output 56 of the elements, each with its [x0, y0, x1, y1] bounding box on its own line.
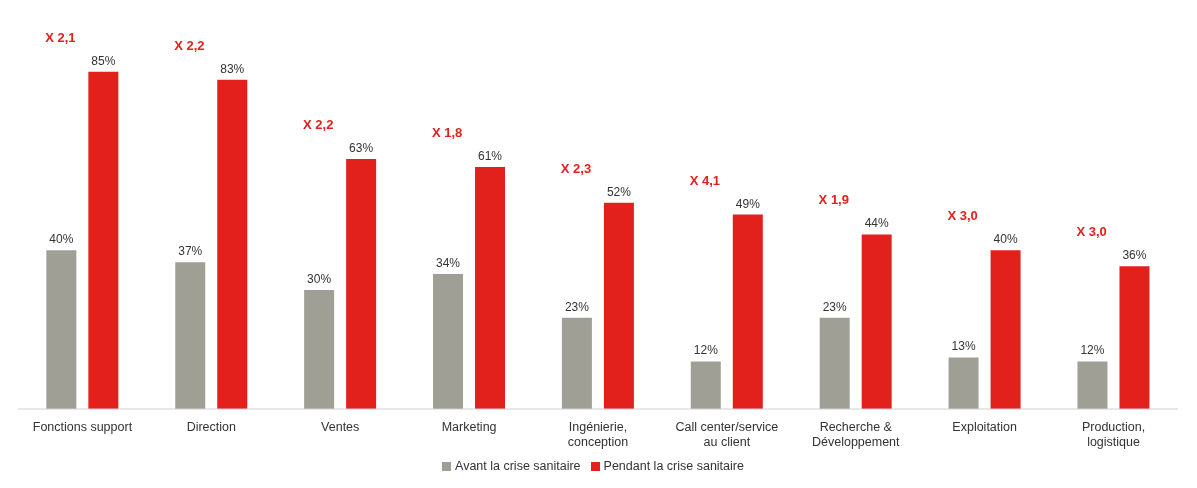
x-tick-label: Ventes [321, 420, 360, 434]
data-label: 12% [1080, 343, 1105, 358]
x-tick-label: Marketing [441, 420, 497, 434]
legend-label: Pendant la crise sanitaire [603, 459, 744, 473]
bar [948, 357, 979, 409]
bar [561, 317, 592, 409]
bar [603, 202, 634, 409]
data-label: 12% [693, 343, 719, 358]
data-label: 37% [178, 244, 203, 259]
data-label: 13% [951, 339, 976, 354]
data-label: 36% [1122, 248, 1147, 263]
bar [732, 214, 763, 409]
data-label: 49% [735, 196, 761, 211]
bar [819, 317, 850, 409]
data-label: 61% [478, 148, 503, 163]
bar [433, 274, 464, 409]
data-label: 34% [436, 256, 461, 271]
bar [88, 71, 119, 409]
annotation: X 3,0 [947, 208, 978, 224]
bar [46, 250, 77, 409]
x-tick-label: Production, logistique [1081, 420, 1146, 449]
annotation: X 4,1 [689, 172, 721, 188]
data-label: 52% [606, 184, 632, 199]
bar [1119, 266, 1150, 409]
bar [1077, 361, 1108, 409]
x-tick-label: Ingénierie, conception [567, 420, 629, 449]
bar [217, 79, 248, 409]
x-tick-label: Direction [186, 420, 237, 434]
annotation: X 2,2 [303, 117, 334, 133]
x-tick-label: Fonctions support [32, 420, 133, 434]
data-label: 63% [349, 141, 374, 156]
text: X 2,1 [45, 29, 76, 45]
x-tick-label: Exploitation [952, 420, 1018, 434]
bar [690, 361, 721, 409]
bar [861, 234, 892, 409]
bar [304, 289, 335, 409]
data-label: 30% [307, 271, 332, 286]
text: X 2,2 [174, 37, 205, 53]
data-label: 85% [91, 53, 116, 68]
annotation: X 2,3 [560, 160, 592, 176]
x-tick-label: Call center/service au client [675, 420, 779, 449]
bar [475, 166, 506, 409]
x-tick-label: Recherche & Développement [812, 420, 901, 449]
data-label: 40% [993, 232, 1018, 247]
data-label: 23% [822, 299, 848, 314]
bar [175, 262, 206, 409]
annotation: X 1,9 [818, 192, 849, 208]
data-label: 23% [564, 299, 590, 314]
bar [346, 159, 377, 409]
data-label: 40% [49, 232, 74, 247]
bar [990, 250, 1021, 409]
legend-label: Avant la crise sanitaire [455, 459, 581, 473]
annotation: X 1,8 [431, 124, 463, 140]
annotation: X 3,0 [1076, 224, 1107, 240]
data-label: 44% [864, 216, 890, 231]
data-label: 83% [220, 61, 245, 76]
